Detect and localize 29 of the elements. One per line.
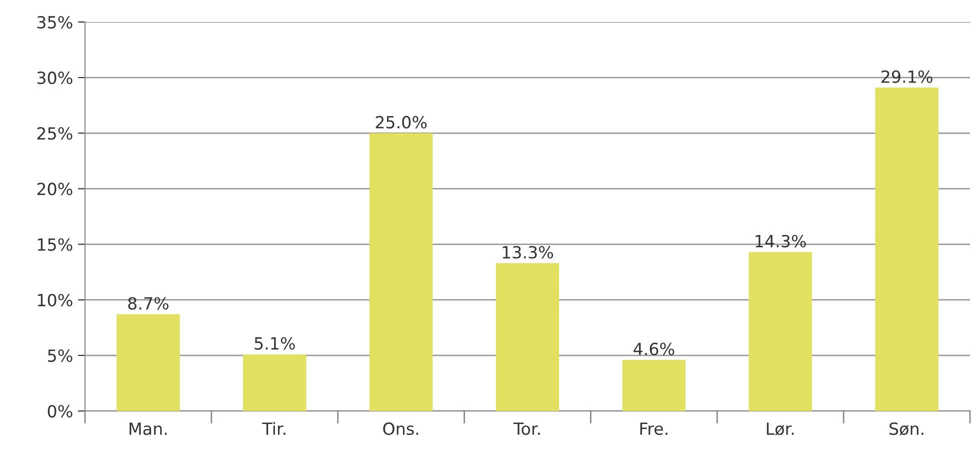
y-tick-label: 15%	[38, 238, 72, 251]
x-tick-label: Tir.	[262, 422, 286, 435]
data-label: 25.0%	[376, 116, 427, 129]
data-label: 5.1%	[254, 337, 295, 350]
data-label: 4.6%	[634, 342, 674, 356]
bar	[748, 252, 812, 411]
data-label: 14.3%	[756, 234, 806, 248]
y-tick-label: 20%	[37, 182, 72, 196]
y-tick-label: 25%	[37, 127, 72, 140]
bar	[622, 360, 686, 411]
data-label: 13.3%	[502, 246, 554, 259]
y-tick-label: 30%	[37, 72, 72, 84]
x-tick-label: Søn.	[890, 422, 924, 436]
bar	[875, 88, 938, 411]
x-tick-label: Ons.	[383, 422, 418, 436]
y-tick-label: 10%	[38, 294, 72, 306]
bar	[496, 263, 560, 411]
x-tick-label: Lør.	[766, 422, 794, 436]
bar	[369, 133, 433, 411]
y-tick-label: 0%	[48, 404, 72, 418]
data-label: 29.1%	[882, 70, 932, 83]
bar	[243, 354, 306, 411]
y-tick-label: 35%	[37, 16, 72, 29]
x-tick-label: Fre.	[640, 422, 668, 436]
bar	[116, 314, 180, 411]
data-label: 8.7%	[128, 297, 168, 310]
x-tick-label: Tor.	[513, 422, 540, 436]
y-tick-label: 5%	[48, 349, 72, 362]
x-tick-label: Man.	[130, 422, 167, 436]
